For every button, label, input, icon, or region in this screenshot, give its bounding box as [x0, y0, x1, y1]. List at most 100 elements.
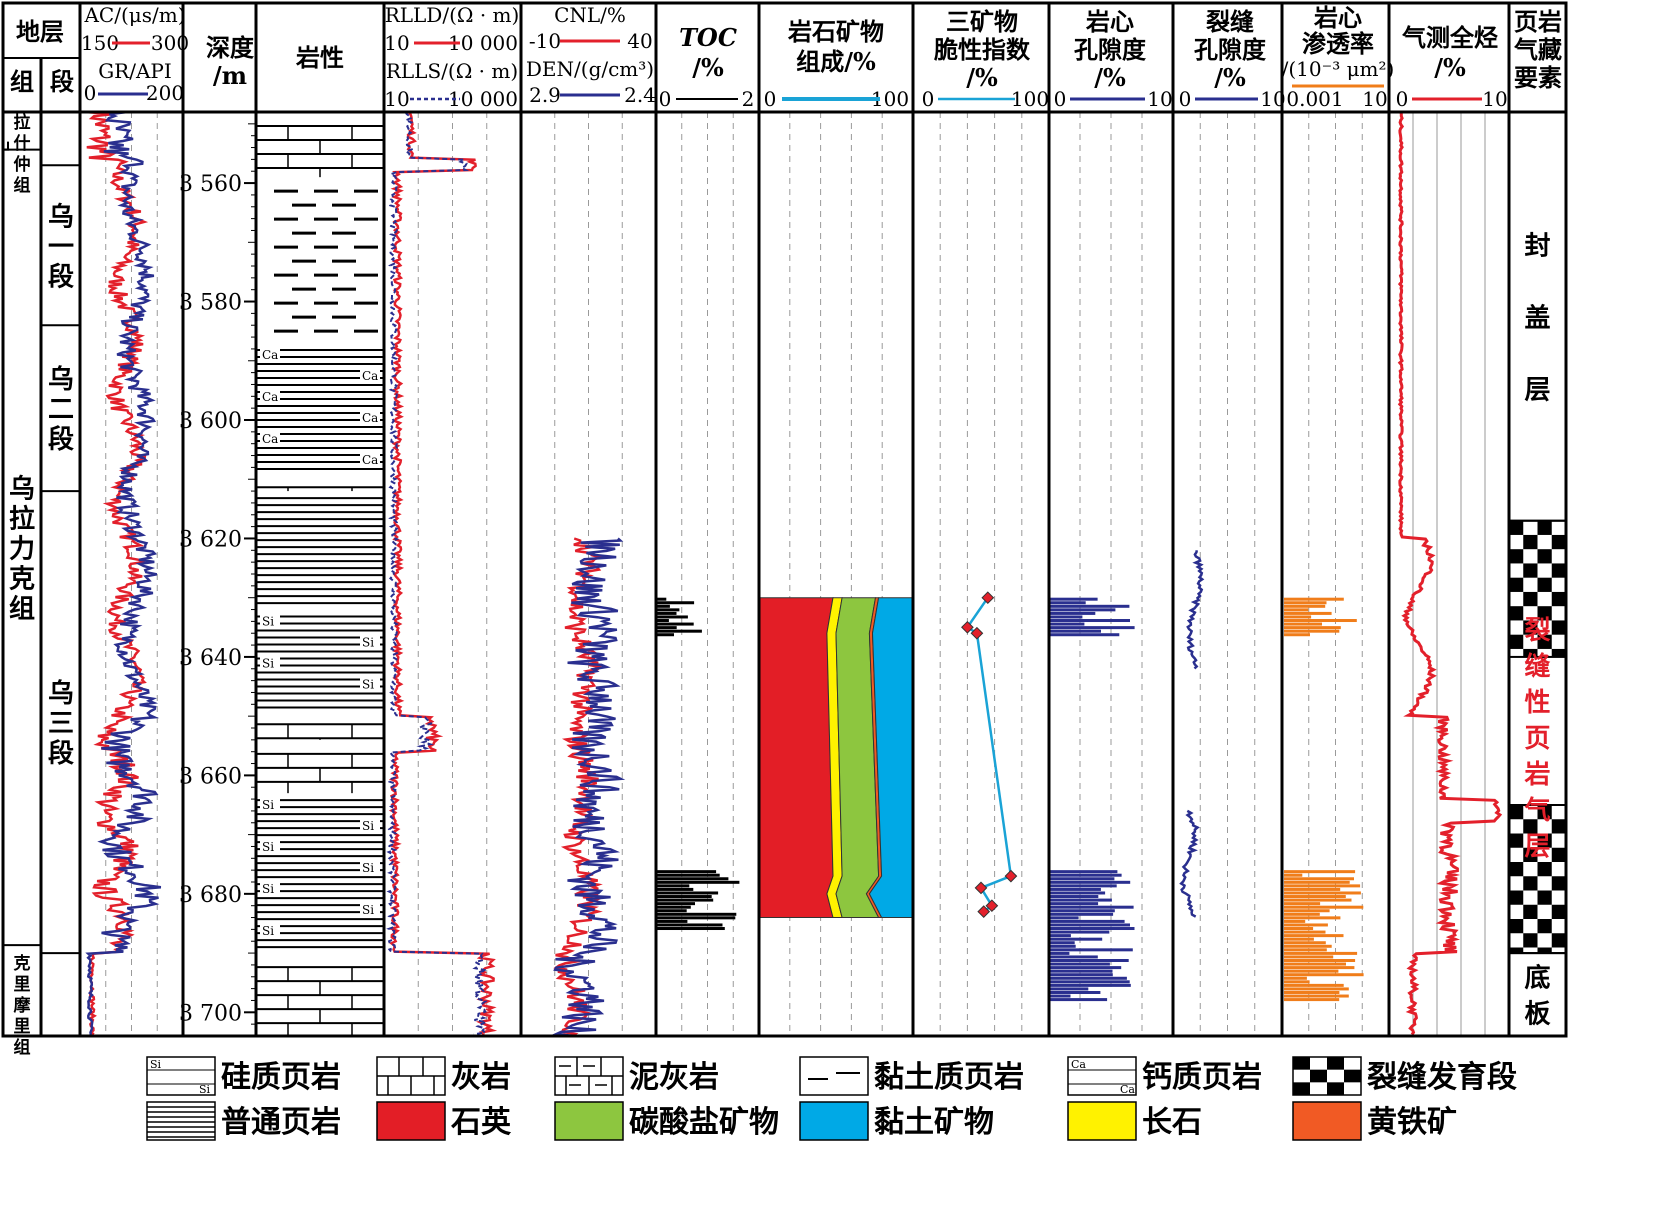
element-label: 裂缝性页岩气层: [1523, 616, 1550, 862]
fracture-zone-cell: [1509, 606, 1524, 621]
legend-item-calcareous_shale: Ca Ca 钙质页岩: [1067, 1056, 1262, 1096]
core-porosity-bar: [1050, 934, 1071, 938]
lithology-interval-calcareous_shale: Ca Ca Ca Ca Ca Ca: [256, 347, 384, 470]
core-porosity-bar: [1050, 980, 1130, 984]
core-porosity-bar: [1050, 998, 1108, 1002]
core-porosity-bar: [1050, 969, 1113, 973]
element-label-line: 性: [1524, 688, 1550, 718]
mineral-quartz: [759, 597, 834, 918]
header-formation: 组: [10, 67, 34, 96]
brittleness-point: [970, 626, 984, 640]
header-rlls-max: 10 000: [448, 87, 518, 111]
lith-symbol: Si: [262, 798, 274, 812]
permeability-bar: [1284, 951, 1358, 955]
lith-symbol: Si: [262, 840, 274, 854]
element-label-line: 缝: [1524, 651, 1550, 682]
toc-bar: [657, 905, 691, 909]
lithology-track: Ca Ca Ca Ca Ca Ca Si Si Si Si Si Si Si Si Si Si Si: [256, 125, 384, 1036]
header-den-max: 2.4: [624, 83, 656, 107]
formation-label-line: 什: [14, 133, 31, 154]
fracture-zone-cell: [1551, 591, 1566, 607]
formation-label: 拉什仲组: [14, 112, 31, 196]
element-label-line: 层: [1524, 832, 1550, 862]
cnl-curve: [553, 537, 603, 1038]
core-porosity-bar: [1050, 880, 1131, 884]
core-porosity-bar: [1050, 916, 1079, 920]
lith-symbol-bg: [260, 347, 280, 361]
legend-swatch: [1067, 1101, 1137, 1141]
header-element-3: 要素: [1514, 63, 1562, 92]
header-corepor-3: /%: [1094, 63, 1126, 92]
legend-label: 黄铁矿: [1367, 1105, 1457, 1140]
permeability-bar: [1284, 619, 1357, 623]
formation-label-line: 里: [14, 975, 31, 995]
header-element-1: 页岩: [1514, 7, 1562, 36]
header-ac: AC/(μs/m): [83, 3, 185, 27]
lithology-interval-siliceous_shale: Si Si Si Si Si Si Si: [256, 797, 384, 949]
formation-label-line: 组: [14, 175, 31, 196]
header-perm-2: 渗透率: [1302, 29, 1374, 58]
swatch-symbol: Si: [150, 1058, 162, 1071]
permeability-bar: [1284, 608, 1309, 612]
header-toc-unit: /%: [692, 53, 724, 82]
formation-label-line: 里: [14, 1017, 31, 1037]
toc-bar: [657, 927, 725, 931]
fracture-zone-cell: [1537, 606, 1552, 621]
core-porosity-bar: [1050, 948, 1133, 952]
core-porosity-bar: [1050, 994, 1071, 998]
swatch-symbol: Ca: [1120, 1083, 1135, 1096]
legend-swatch: [799, 1101, 869, 1141]
permeability-bar: [1284, 962, 1346, 966]
permeability-bar: [1284, 633, 1310, 637]
fracture-zone-cell: [1523, 876, 1538, 891]
core-porosity-bar: [1050, 884, 1117, 888]
legend-item-marl: 泥灰岩: [554, 1056, 719, 1096]
toc-bar: [657, 902, 695, 906]
fracture-porosity-curve: [1186, 550, 1205, 670]
permeability-bar: [1284, 887, 1341, 891]
fracture-zone-cell: [1537, 577, 1552, 592]
permeability-bar: [1284, 998, 1340, 1002]
fracture-zone-cell: [1551, 563, 1566, 578]
lith-symbol-bg: [360, 676, 380, 691]
permeability-bar: [1284, 919, 1306, 923]
toc-bar: [657, 895, 712, 899]
core-porosity-bar: [1050, 877, 1115, 881]
lith-symbol-bg: [360, 452, 380, 466]
lithology-interval-marl: [256, 486, 384, 492]
member-label-line: 三: [48, 709, 74, 739]
swatch-cell: [1327, 1082, 1344, 1095]
lith-symbol-bg: [260, 389, 280, 403]
permeability-bar: [1284, 966, 1355, 970]
lithology-interval-limestone: [256, 966, 384, 1036]
lith-symbol-bg: [260, 613, 280, 628]
core-porosity-bar: [1050, 633, 1120, 637]
core-porosity-bar: [1050, 987, 1089, 991]
core-porosity-bar: [1050, 898, 1112, 902]
permeability-bar: [1284, 870, 1356, 874]
core-porosity-bar: [1050, 927, 1135, 931]
permeability-bar: [1284, 902, 1321, 906]
legend-swatch: [376, 1101, 446, 1141]
legend-item-clay: 黏土矿物: [799, 1101, 994, 1141]
toc-bar: [657, 604, 670, 608]
legend-item-quartz: 石英: [376, 1101, 512, 1141]
toc-bar: [657, 887, 694, 891]
core-porosity-bar: [1050, 983, 1131, 987]
column-headers: 地层 组 段 AC/(μs/m) 150 300 GR/API 0 200 深度…: [10, 3, 1562, 111]
header-corepor-2: 孔隙度: [1074, 35, 1147, 64]
legend-label: 裂缝发育段: [1367, 1060, 1517, 1095]
core-porosity-bar: [1050, 930, 1110, 934]
header-perm-min: 0.001: [1286, 87, 1343, 111]
formation-label: 乌拉力克组: [9, 473, 35, 624]
member-label-line: 段: [48, 424, 74, 455]
header-toc-max: 2: [742, 87, 755, 111]
header-fracpor-min: 0: [1179, 87, 1192, 111]
element-label-line: 气: [1523, 795, 1550, 826]
formation-label-line: 仲: [14, 154, 31, 175]
brittleness-point: [974, 881, 988, 895]
fracture-zone-cell: [1551, 620, 1566, 635]
header-swatches: [98, 39, 1482, 101]
core-porosity-bar: [1050, 955, 1098, 959]
